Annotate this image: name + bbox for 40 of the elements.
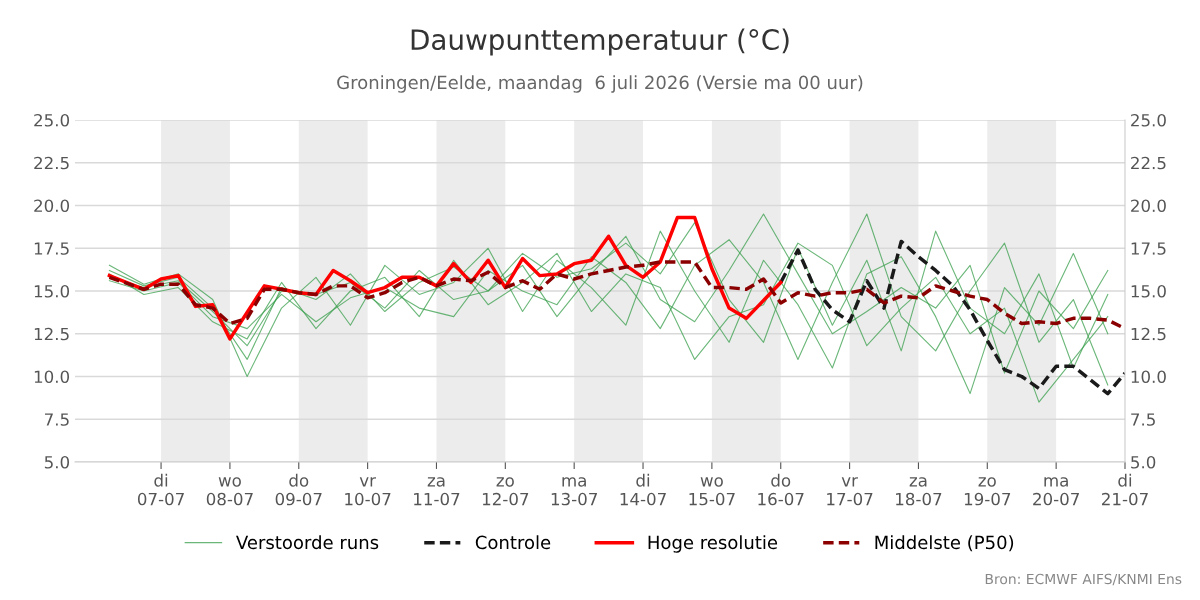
y2-tick-label: 15.0 bbox=[1131, 284, 1166, 298]
x-tick-label: ma 13-07 bbox=[551, 477, 597, 506]
y2-tick-label: 10.0 bbox=[1131, 370, 1166, 384]
x-tick-label: vr 10-07 bbox=[345, 477, 391, 506]
y2-tick-label: 5.0 bbox=[1131, 455, 1156, 469]
chart-title: Dauwpunttemperatuur (°C) bbox=[411, 28, 789, 56]
x-tick-label: di 21-07 bbox=[1102, 473, 1148, 506]
x-tick-label: di 14-07 bbox=[620, 473, 666, 506]
y-tick-label: 20.0 bbox=[34, 199, 70, 213]
y-tick-label: 17.5 bbox=[34, 242, 69, 255]
y-tick-label: 10.0 bbox=[34, 370, 70, 384]
y-tick-label: 12.5 bbox=[34, 327, 69, 341]
y-tick-label: 15.0 bbox=[34, 284, 70, 298]
legend-label: Hoge resolutie bbox=[648, 535, 778, 553]
x-tick-label: di 07-07 bbox=[137, 473, 184, 506]
x-tick-label: wo 15-07 bbox=[689, 477, 735, 506]
x-tick-label: za 11-07 bbox=[414, 477, 460, 506]
x-tick-label: zo 12-07 bbox=[482, 477, 529, 506]
x-tick-label: wo 08-07 bbox=[206, 477, 253, 506]
y2-tick-label: 25.0 bbox=[1131, 113, 1166, 127]
y2-tick-label: 7.5 bbox=[1131, 413, 1155, 426]
x-tick-label: zo 19-07 bbox=[964, 477, 1011, 506]
x-tick-label: za 18-07 bbox=[896, 477, 942, 506]
y-tick-label: 25.0 bbox=[34, 113, 70, 127]
y2-tick-label: 12.5 bbox=[1131, 327, 1166, 341]
x-tick-label: do 09-07 bbox=[275, 473, 322, 506]
x-tick-label: ma 20-07 bbox=[1033, 477, 1079, 506]
x-tick-label: vr 17-07 bbox=[827, 477, 873, 506]
x-tick-label: do 16-07 bbox=[758, 473, 804, 506]
legend-label: Verstoorde runs bbox=[236, 535, 379, 550]
y-tick-label: 22.5 bbox=[34, 156, 69, 170]
y-tick-label: 5.0 bbox=[44, 455, 70, 469]
legend-label: Controle bbox=[475, 535, 551, 550]
y-tick-label: 7.5 bbox=[45, 413, 69, 426]
y2-tick-label: 22.5 bbox=[1131, 156, 1166, 170]
text: Bron: ECMWF AIFS/KNMI Ens bbox=[985, 573, 1182, 586]
y2-tick-label: 20.0 bbox=[1131, 199, 1166, 213]
y2-tick-label: 17.5 bbox=[1131, 242, 1166, 255]
chart-subtitle: Groningen/Eelde, maandag 6 juli 2026 (Versie ma 00 uur) bbox=[337, 75, 863, 93]
legend-label: Middelste (P50) bbox=[875, 535, 1014, 552]
